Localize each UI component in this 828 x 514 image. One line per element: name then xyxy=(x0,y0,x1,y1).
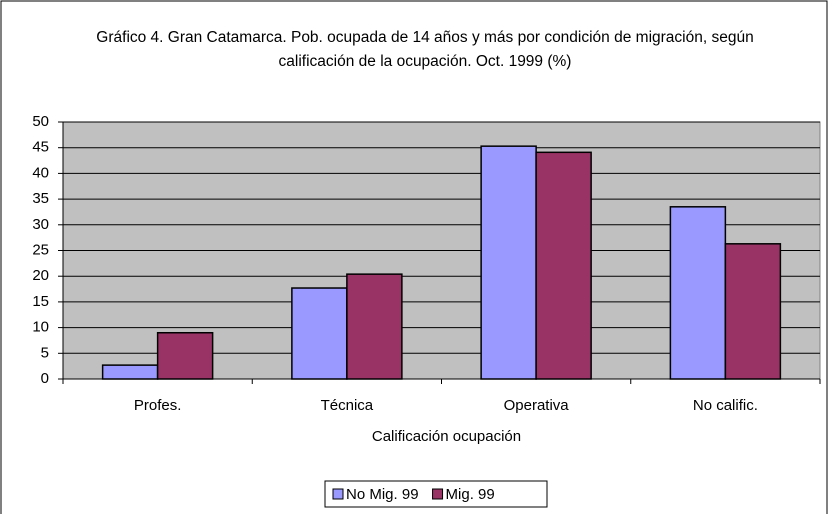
legend-swatch xyxy=(332,488,344,500)
y-tick-label: 20 xyxy=(32,267,49,284)
bar xyxy=(291,287,348,380)
bar xyxy=(669,206,727,380)
bar xyxy=(480,145,537,380)
legend-swatch xyxy=(432,488,444,500)
bar xyxy=(535,151,592,380)
x-axis-label: Calificación ocupación xyxy=(372,428,521,445)
y-tick-label: 5 xyxy=(41,344,49,361)
chart-title: Gráfico 4. Gran Catamarca. Pob. ocupada … xyxy=(96,29,754,70)
x-tick-label: Operativa xyxy=(504,397,570,414)
y-tick-label: 50 xyxy=(32,113,49,130)
y-tick-label: 35 xyxy=(32,190,49,207)
bar xyxy=(346,273,403,380)
y-tick-label: 40 xyxy=(32,164,49,181)
bar xyxy=(724,243,782,380)
bar xyxy=(156,331,214,380)
legend-label: Mig. 99 xyxy=(446,486,495,503)
y-tick-label: 45 xyxy=(32,139,49,156)
bar xyxy=(101,364,159,380)
x-tick-label: Técnica xyxy=(321,397,374,414)
y-tick-label: 10 xyxy=(32,319,49,336)
y-tick-label: 30 xyxy=(32,216,49,233)
legend-label: No Mig. 99 xyxy=(346,486,419,503)
x-tick-label: Profes. xyxy=(134,397,182,414)
x-tick-label: No calific. xyxy=(693,397,758,414)
y-tick-label: 15 xyxy=(32,293,49,310)
y-tick-label: 25 xyxy=(32,241,49,258)
y-tick-label: 0 xyxy=(41,370,49,387)
